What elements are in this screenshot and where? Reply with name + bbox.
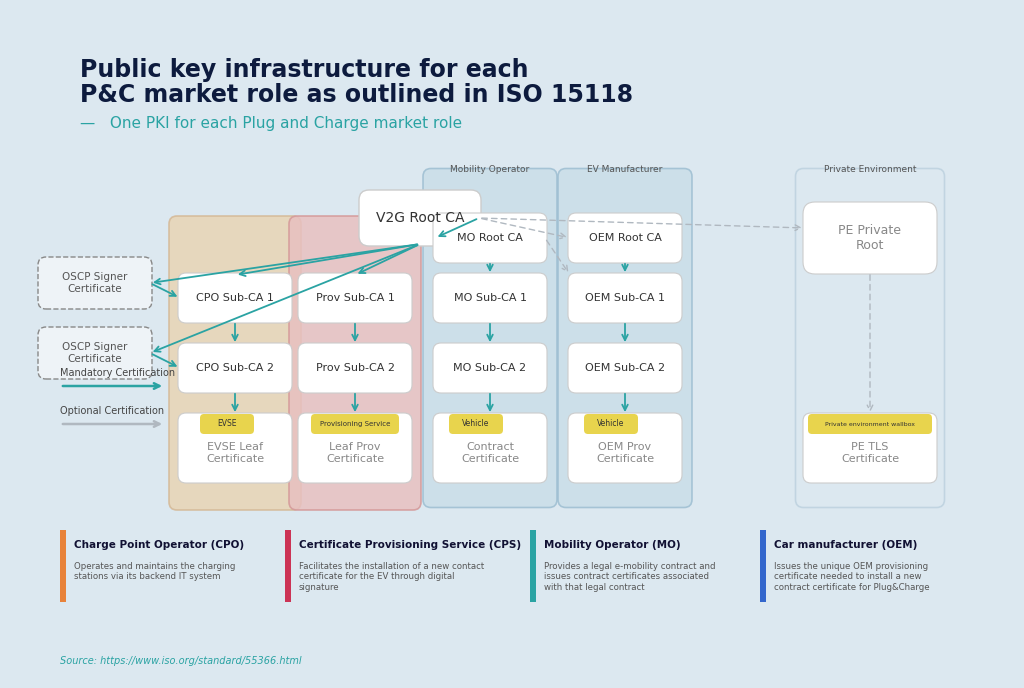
Text: Leaf Prov
Certificate: Leaf Prov Certificate <box>326 442 384 464</box>
Text: Private Environment: Private Environment <box>823 166 916 175</box>
Text: Source: https://www.iso.org/standard/55366.html: Source: https://www.iso.org/standard/553… <box>60 656 302 666</box>
FancyBboxPatch shape <box>169 216 301 510</box>
Text: EVSE: EVSE <box>217 420 237 429</box>
FancyBboxPatch shape <box>530 530 536 602</box>
FancyBboxPatch shape <box>200 414 254 434</box>
Text: Private environment wallbox: Private environment wallbox <box>825 422 915 427</box>
Text: P&C market role as outlined in ISO 15118: P&C market role as outlined in ISO 15118 <box>80 83 633 107</box>
FancyBboxPatch shape <box>423 169 557 508</box>
FancyBboxPatch shape <box>60 530 66 602</box>
Text: —   One PKI for each Plug and Charge market role: — One PKI for each Plug and Charge marke… <box>80 116 462 131</box>
Text: PE Private
Root: PE Private Root <box>839 224 901 252</box>
FancyBboxPatch shape <box>433 343 547 393</box>
Text: Mobility Operator: Mobility Operator <box>451 166 529 175</box>
Text: MO Sub-CA 2: MO Sub-CA 2 <box>454 363 526 373</box>
Text: OSCP Signer
Certificate: OSCP Signer Certificate <box>62 342 128 364</box>
Text: Public key infrastructure for each: Public key infrastructure for each <box>80 58 528 82</box>
FancyBboxPatch shape <box>568 273 682 323</box>
FancyBboxPatch shape <box>796 169 944 508</box>
Text: Car manufacturer (OEM): Car manufacturer (OEM) <box>774 540 918 550</box>
FancyBboxPatch shape <box>298 273 412 323</box>
Text: Vehicle: Vehicle <box>597 420 625 429</box>
Text: PE TLS
Certificate: PE TLS Certificate <box>841 442 899 464</box>
FancyBboxPatch shape <box>298 413 412 483</box>
Text: EV Manufacturer: EV Manufacturer <box>588 166 663 175</box>
Text: Operates and maintains the charging
stations via its backend IT system: Operates and maintains the charging stat… <box>74 562 236 581</box>
FancyBboxPatch shape <box>568 213 682 263</box>
Text: OEM Root CA: OEM Root CA <box>589 233 662 243</box>
FancyBboxPatch shape <box>568 343 682 393</box>
Text: Provides a legal e-mobility contract and
issues contract certificates associated: Provides a legal e-mobility contract and… <box>544 562 716 592</box>
FancyBboxPatch shape <box>178 413 292 483</box>
Text: EVSE Leaf
Certificate: EVSE Leaf Certificate <box>206 442 264 464</box>
Text: CPO Sub-CA 1: CPO Sub-CA 1 <box>196 293 274 303</box>
FancyBboxPatch shape <box>298 343 412 393</box>
FancyBboxPatch shape <box>38 257 152 309</box>
FancyBboxPatch shape <box>285 530 291 602</box>
Text: Optional Certification: Optional Certification <box>60 406 164 416</box>
FancyBboxPatch shape <box>568 413 682 483</box>
FancyBboxPatch shape <box>808 414 932 434</box>
Text: Mobility Operator (MO): Mobility Operator (MO) <box>544 540 681 550</box>
FancyBboxPatch shape <box>433 273 547 323</box>
Text: Contract
Certificate: Contract Certificate <box>461 442 519 464</box>
FancyBboxPatch shape <box>311 414 399 434</box>
FancyBboxPatch shape <box>760 530 766 602</box>
FancyBboxPatch shape <box>558 169 692 508</box>
FancyBboxPatch shape <box>359 190 481 246</box>
FancyBboxPatch shape <box>38 327 152 379</box>
FancyBboxPatch shape <box>803 413 937 483</box>
Text: Prov Sub-CA 2: Prov Sub-CA 2 <box>315 363 394 373</box>
Text: Vehicle: Vehicle <box>462 420 489 429</box>
Text: Charge Point Operator (CPO): Charge Point Operator (CPO) <box>74 540 244 550</box>
Text: Mandatory Certification: Mandatory Certification <box>60 368 175 378</box>
Text: MO Sub-CA 1: MO Sub-CA 1 <box>454 293 526 303</box>
Text: Provisioning Service: Provisioning Service <box>319 421 390 427</box>
Text: OEM Sub-CA 2: OEM Sub-CA 2 <box>585 363 665 373</box>
FancyBboxPatch shape <box>433 413 547 483</box>
FancyBboxPatch shape <box>178 343 292 393</box>
Text: Certificate Provisioning Service (CPS): Certificate Provisioning Service (CPS) <box>299 540 521 550</box>
Text: OEM Prov
Certificate: OEM Prov Certificate <box>596 442 654 464</box>
FancyBboxPatch shape <box>803 202 937 274</box>
FancyBboxPatch shape <box>178 273 292 323</box>
Text: Issues the unique OEM provisioning
certificate needed to install a new
contract : Issues the unique OEM provisioning certi… <box>774 562 930 592</box>
FancyBboxPatch shape <box>433 213 547 263</box>
FancyBboxPatch shape <box>584 414 638 434</box>
Text: OEM Sub-CA 1: OEM Sub-CA 1 <box>585 293 665 303</box>
FancyBboxPatch shape <box>289 216 421 510</box>
Text: OSCP Signer
Certificate: OSCP Signer Certificate <box>62 272 128 294</box>
Text: V2G Root CA: V2G Root CA <box>376 211 464 225</box>
Text: Prov Sub-CA 1: Prov Sub-CA 1 <box>315 293 394 303</box>
Text: CPO Sub-CA 2: CPO Sub-CA 2 <box>196 363 274 373</box>
FancyBboxPatch shape <box>449 414 503 434</box>
Text: MO Root CA: MO Root CA <box>457 233 523 243</box>
Text: Facilitates the installation of a new contact
certificate for the EV through dig: Facilitates the installation of a new co… <box>299 562 484 592</box>
